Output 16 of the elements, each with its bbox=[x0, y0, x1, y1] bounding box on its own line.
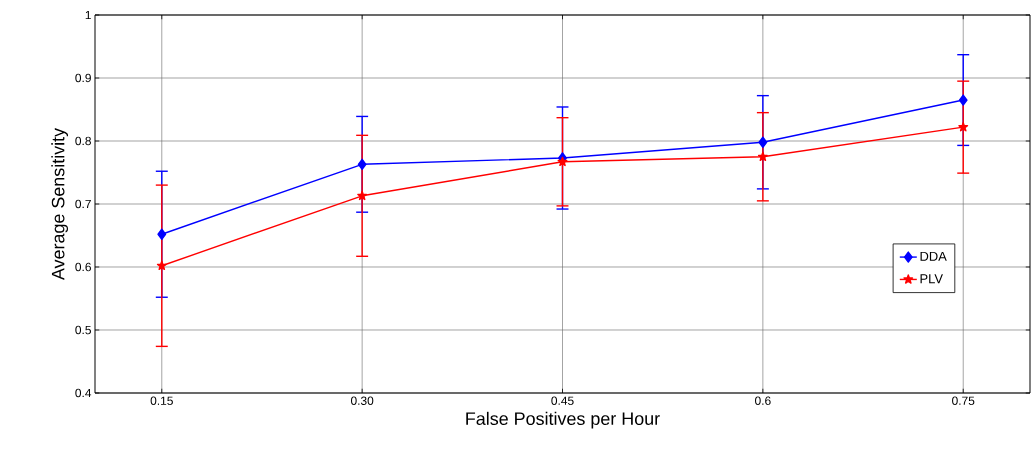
x-tick-label: 0.6 bbox=[755, 396, 771, 405]
y-tick-label: 0.8 bbox=[75, 136, 91, 146]
x-tick-label: 0.75 bbox=[952, 396, 975, 405]
y-tick-label: 0.4 bbox=[75, 388, 92, 398]
y-tick-label: 1 bbox=[85, 10, 91, 20]
legend-label: PLV bbox=[920, 274, 943, 284]
y-tick-label: 0.7 bbox=[75, 199, 91, 209]
y-tick-label: 0.9 bbox=[75, 73, 91, 83]
x-tick-label: 0.15 bbox=[150, 396, 173, 405]
x-axis-title: False Positives per Hour bbox=[466, 411, 660, 429]
legend-label: DDA bbox=[920, 251, 947, 261]
y-tick-label: 0.6 bbox=[75, 262, 91, 272]
y-axis-title: Average Sensitivity bbox=[51, 127, 69, 281]
x-tick-label: 0.45 bbox=[551, 396, 574, 405]
y-tick-label: 0.5 bbox=[75, 325, 91, 335]
x-tick-label: 0.30 bbox=[350, 396, 374, 405]
